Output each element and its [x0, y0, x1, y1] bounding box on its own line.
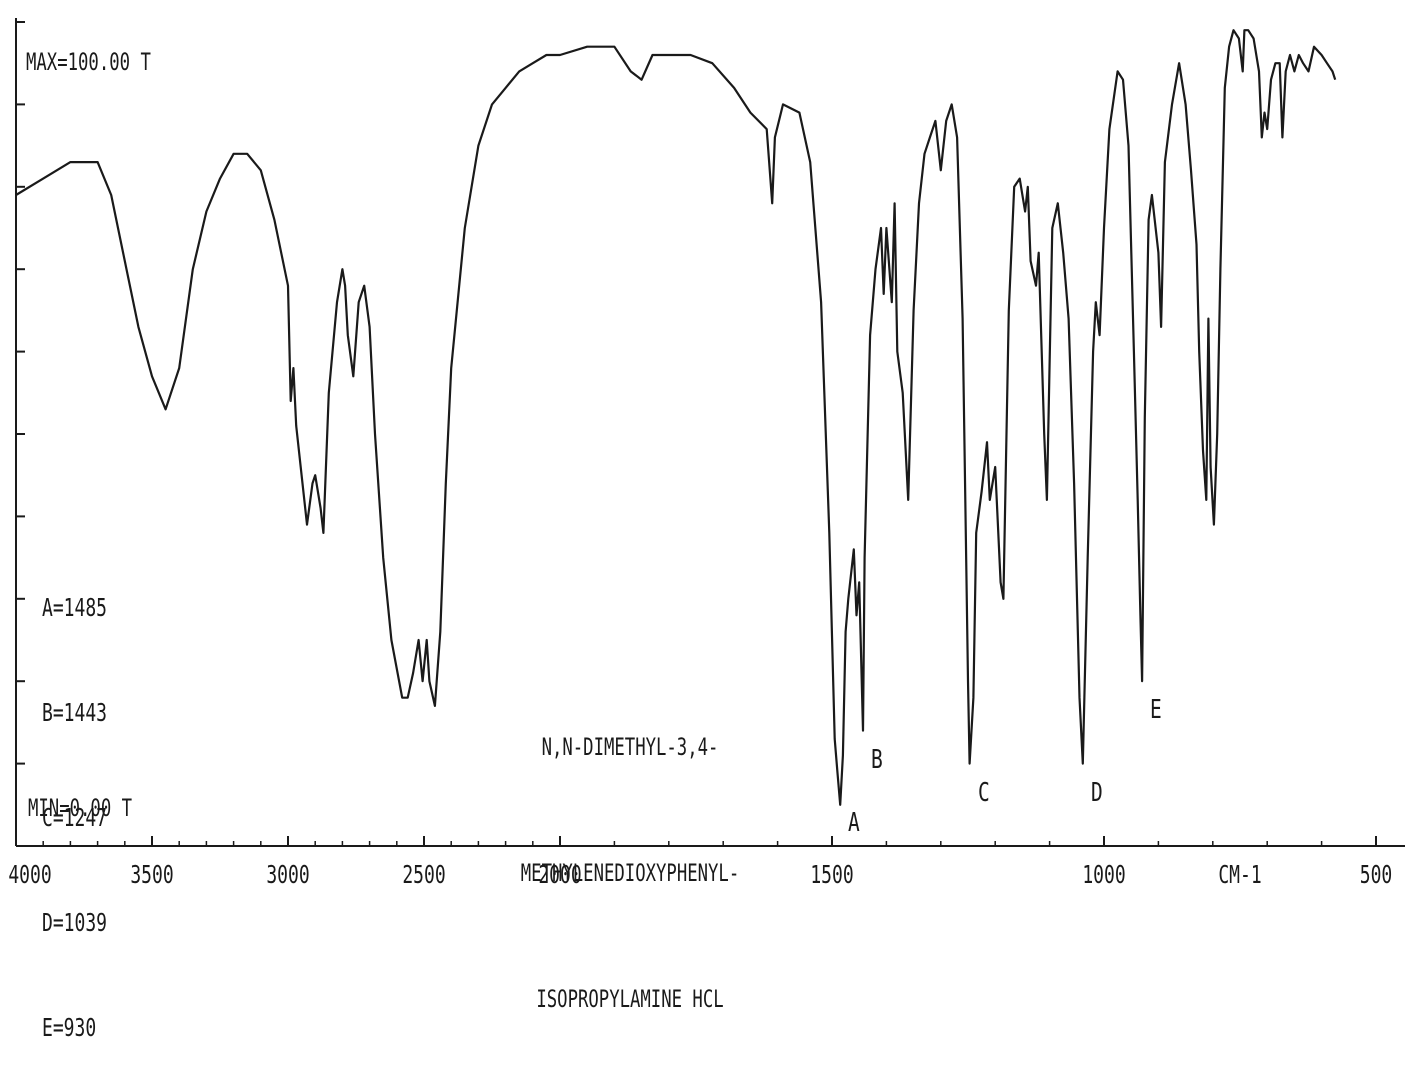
peak-marker-a: A [848, 808, 860, 838]
x-tick-label: 3500 [130, 860, 174, 889]
peak-list-item: C=1247 [42, 803, 108, 832]
x-unit-label: CM-1 [1218, 860, 1262, 889]
peak-marker-c: C [977, 777, 990, 808]
compound-name-line: ISOPROPYLAMINE HCL [536, 985, 724, 1013]
peak-marker-b: B [870, 744, 883, 775]
x-axis-ticks [15, 836, 1377, 846]
peak-list-item: D=1039 [42, 908, 108, 937]
y-axis-ticks [16, 21, 25, 847]
x-tick-label: 1000 [1082, 860, 1126, 889]
max-transmittance-label: MAX=100.00 T [26, 48, 151, 76]
x-tick-label: 4000 [8, 860, 52, 889]
x-tick-label: 500 [1359, 860, 1393, 889]
x-tick-label: 2500 [402, 860, 446, 889]
peak-list-item: E=930 [42, 1013, 97, 1042]
peak-marker-d: D [1090, 777, 1103, 808]
peak-list-item: B=1443 [42, 698, 108, 727]
min-transmittance-label: MIN=0.00 T [28, 794, 133, 822]
peak-list: A=1485 B=1443 C=1247 D=1039 E=930 [42, 520, 107, 1080]
ir-spectrum-chart [15, 18, 1405, 847]
peak-marker-e: E [1150, 695, 1162, 726]
compound-name: N,N-DIMETHYL-3,4- METHYLENEDIOXYPHENYL- … [479, 642, 781, 1062]
x-tick-label: 3000 [266, 860, 310, 889]
spectrum-trace [15, 29, 1337, 806]
x-tick-label: 2000 [538, 860, 582, 889]
peak-list-item: A=1485 [42, 593, 108, 622]
x-tick-label: 1500 [810, 860, 854, 889]
plot-frame [15, 18, 1405, 847]
compound-name-line: METHYLENEDIOXYPHENYL- [520, 859, 740, 887]
compound-name-line: N,N-DIMETHYL-3,4- [541, 733, 719, 761]
